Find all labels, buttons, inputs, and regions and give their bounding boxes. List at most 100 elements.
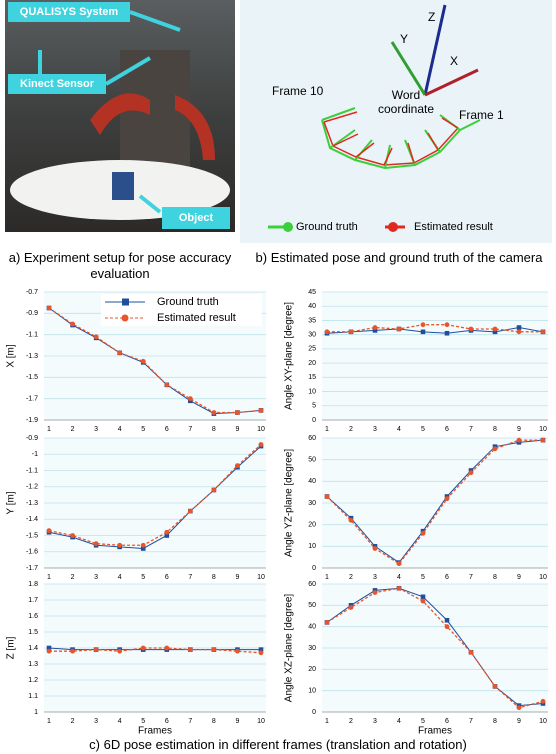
point — [469, 327, 474, 332]
y-tick-label: -1.3 — [26, 353, 38, 360]
object-box — [112, 172, 134, 200]
point — [517, 438, 522, 443]
x-tick-label: 6 — [445, 426, 449, 433]
x-tick-label: 8 — [212, 426, 216, 433]
photo-label: Kinect Sensor — [20, 78, 95, 90]
x-axis-label: Frames — [418, 726, 452, 737]
point — [117, 350, 122, 355]
legend-label: Estimated result — [157, 312, 236, 324]
y-tick-label: 1 — [34, 709, 38, 716]
point — [541, 329, 546, 334]
diagram-label: Word coordinate — [375, 88, 437, 116]
point — [211, 647, 216, 652]
x-tick-label: 4 — [397, 574, 401, 581]
point — [325, 494, 330, 499]
y-tick-label: 40 — [308, 303, 316, 310]
point — [117, 649, 122, 654]
y-tick-label: 25 — [308, 346, 316, 353]
point — [188, 647, 193, 652]
point — [94, 541, 99, 546]
point — [445, 618, 450, 623]
legend-label: Ground truth — [296, 221, 358, 233]
y-tick-label: -1.1 — [26, 467, 38, 474]
y-axis-label: Y [m] — [6, 491, 17, 514]
point — [397, 586, 402, 591]
y-tick-label: -1.4 — [26, 516, 38, 523]
y-tick-label: 0 — [312, 417, 316, 424]
y-tick-label: 30 — [308, 332, 316, 339]
diagram-label-box: Word coordinate — [375, 88, 437, 120]
x-tick-label: 2 — [71, 426, 75, 433]
point — [541, 699, 546, 704]
x-tick-label: 3 — [373, 574, 377, 581]
point — [469, 650, 474, 655]
y-axis-label: Angle YZ-plane [degree] — [284, 449, 295, 557]
x-tick-label: 10 — [257, 574, 265, 581]
x-tick-label: 3 — [373, 718, 377, 725]
x-tick-label: 3 — [94, 574, 98, 581]
y-axis-label: Angle XY-plane [degree] — [284, 302, 295, 410]
x-tick-label: 8 — [212, 574, 216, 581]
point — [235, 410, 240, 415]
point — [141, 646, 146, 651]
point — [94, 334, 99, 339]
point — [469, 470, 474, 475]
point — [211, 488, 216, 493]
x-tick-label: 4 — [118, 426, 122, 433]
x-tick-label: 1 — [325, 426, 329, 433]
x-tick-label: 9 — [235, 718, 239, 725]
y-tick-label: 1.8 — [28, 581, 38, 588]
x-tick-label: 1 — [47, 718, 51, 725]
point — [493, 327, 498, 332]
x-tick-label: 7 — [469, 574, 473, 581]
point — [164, 382, 169, 387]
point — [349, 329, 354, 334]
x-tick-label: 8 — [212, 718, 216, 725]
y-tick-label: 5 — [312, 403, 316, 410]
point — [164, 530, 169, 535]
diagram: Z Y X Frame 10 Word coordinate Frame 1 G… — [240, 0, 552, 243]
diagram-background — [240, 0, 552, 243]
x-tick-label: 1 — [47, 574, 51, 581]
x-tick-label: 7 — [188, 718, 192, 725]
y-tick-label: 1.1 — [28, 693, 38, 700]
y-tick-label: 20 — [308, 360, 316, 367]
y-tick-label: 30 — [308, 500, 316, 507]
x-tick-label: 9 — [517, 426, 521, 433]
y-tick-label: -0.9 — [26, 435, 38, 442]
point — [445, 496, 450, 501]
point — [325, 620, 330, 625]
y-tick-label: 1.5 — [28, 629, 38, 636]
x-tick-label: 1 — [47, 426, 51, 433]
point — [259, 442, 264, 447]
point — [541, 438, 546, 443]
x-tick-label: 7 — [188, 426, 192, 433]
point — [235, 649, 240, 654]
y-tick-label: 1.4 — [28, 645, 38, 652]
x-tick-label: 7 — [469, 718, 473, 725]
y-axis-label: X [m] — [6, 344, 17, 368]
point — [117, 543, 122, 548]
point — [235, 463, 240, 468]
x-tick-label: 5 — [421, 718, 425, 725]
y-tick-label: -0.7 — [26, 289, 38, 296]
x-tick-label: 6 — [165, 426, 169, 433]
point — [493, 684, 498, 689]
point — [188, 396, 193, 401]
x-tick-label: 2 — [71, 574, 75, 581]
point — [373, 325, 378, 330]
y-tick-label: 60 — [308, 581, 316, 588]
point — [445, 624, 450, 629]
y-tick-label: 1.7 — [28, 597, 38, 604]
point — [349, 605, 354, 610]
point — [397, 561, 402, 566]
photo-label: Object — [179, 212, 214, 224]
x-axis-label: Frames — [138, 726, 172, 737]
x-tick-label: 2 — [349, 426, 353, 433]
x-tick-label: 5 — [421, 574, 425, 581]
y-tick-label: -1.9 — [26, 417, 38, 424]
point — [421, 595, 426, 600]
figure: QUALISYS System Kinect Sensor Object Z Y… — [0, 0, 556, 754]
x-tick-label: 10 — [539, 574, 547, 581]
point — [141, 359, 146, 364]
